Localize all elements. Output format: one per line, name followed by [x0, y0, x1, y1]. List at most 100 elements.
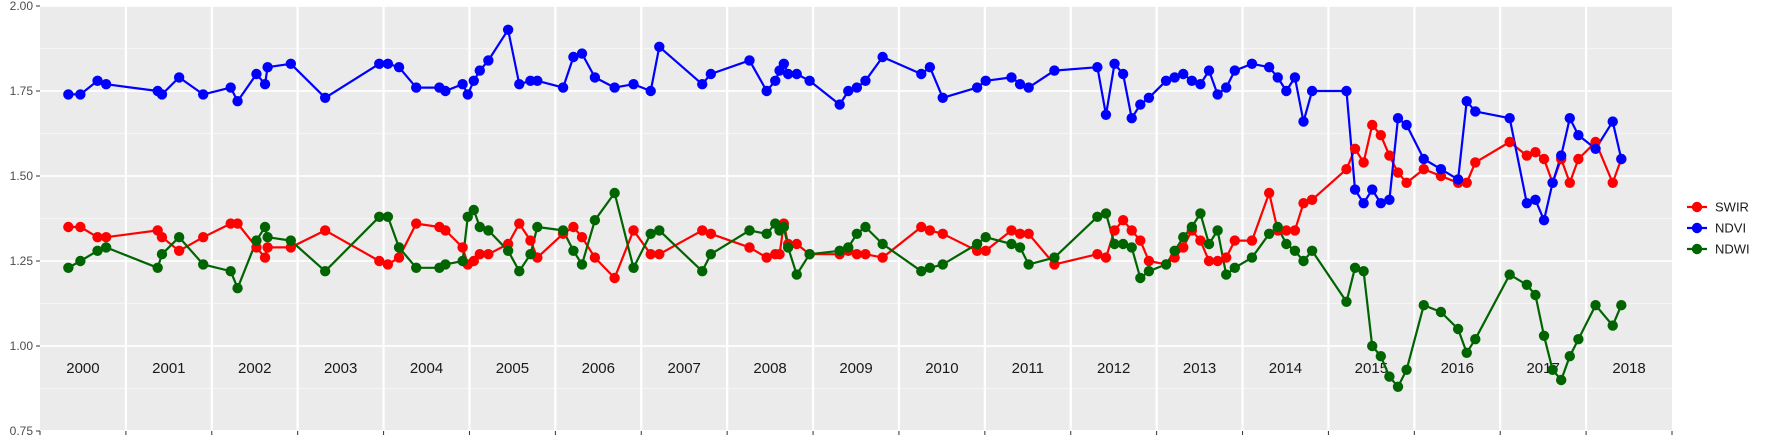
data-point-swir — [100, 232, 112, 243]
data-point-ndvi — [1367, 184, 1378, 195]
data-point-swir — [568, 221, 579, 233]
data-point-swir — [654, 249, 665, 260]
data-point-ndvi — [851, 82, 863, 93]
data-point-swir — [259, 252, 271, 263]
data-point-swir — [1521, 150, 1533, 161]
data-point-swir — [1100, 252, 1112, 263]
data-point-swir — [1126, 225, 1137, 236]
legend-marker-swir — [1691, 201, 1703, 213]
y-axis: 0.75 1.00 1.25 1.50 1.75 2.00 — [10, 0, 40, 438]
data-point-swir — [980, 245, 991, 256]
data-point-swir — [916, 221, 927, 233]
data-point-ndwi — [609, 187, 620, 199]
data-point-swir — [589, 252, 601, 263]
data-point-ndvi — [1521, 198, 1533, 209]
data-point-ndwi — [1229, 262, 1240, 273]
data-point-swir — [514, 218, 525, 229]
data-point-swir — [877, 252, 888, 263]
data-point-ndvi — [382, 58, 394, 69]
data-point-swir — [262, 242, 273, 253]
data-point-ndwi — [924, 262, 936, 273]
data-point-ndwi — [834, 245, 845, 256]
data-point-ndwi — [1143, 266, 1155, 277]
data-point-swir — [1006, 225, 1017, 236]
data-point-ndwi — [483, 225, 494, 236]
data-point-ndwi — [557, 225, 569, 236]
data-point-swir — [1117, 215, 1129, 226]
year-label: 2003 — [324, 360, 357, 377]
data-point-swir — [609, 272, 620, 284]
data-point-swir — [1212, 255, 1223, 267]
data-point-ndwi — [1452, 323, 1464, 335]
data-point-swir — [1195, 235, 1206, 246]
data-point-ndwi — [1306, 245, 1318, 256]
data-point-swir — [1221, 252, 1232, 263]
data-point-ndvi — [1452, 174, 1464, 185]
data-point-ndvi — [1263, 61, 1275, 73]
data-point-swir — [1504, 136, 1515, 148]
data-point-ndvi — [1281, 85, 1292, 97]
data-point-swir — [1375, 130, 1387, 141]
data-point-ndvi — [1212, 89, 1223, 100]
data-point-swir — [860, 249, 871, 260]
year-label: 2001 — [152, 360, 185, 377]
data-point-ndwi — [525, 249, 536, 260]
data-point-ndvi — [1418, 153, 1429, 165]
data-point-swir — [1401, 177, 1412, 188]
data-point-swir — [576, 232, 588, 243]
data-point-ndwi — [1092, 211, 1103, 222]
data-point-swir — [1143, 255, 1155, 267]
data-point-ndvi — [1203, 65, 1215, 76]
data-point-ndwi — [1375, 351, 1387, 362]
data-point-ndvi — [980, 75, 991, 87]
data-point-ndwi — [173, 232, 185, 243]
year-label: 2018 — [1612, 360, 1645, 377]
data-point-swir — [474, 249, 485, 260]
data-point-ndwi — [645, 228, 656, 239]
data-point-ndvi — [877, 51, 888, 63]
data-point-ndwi — [1006, 238, 1017, 250]
year-label: 2013 — [1183, 360, 1216, 377]
data-point-ndwi — [1281, 238, 1292, 250]
data-point-ndwi — [877, 238, 888, 250]
data-point-ndvi — [576, 48, 588, 59]
data-point-ndvi — [374, 58, 385, 69]
data-point-ndvi — [1607, 116, 1618, 127]
data-point-ndwi — [1367, 340, 1378, 352]
data-point-ndwi — [1014, 242, 1026, 253]
data-point-ndvi — [697, 79, 708, 90]
data-point-ndvi — [92, 75, 103, 87]
year-label: 2008 — [753, 360, 786, 377]
data-point-ndwi — [705, 249, 717, 260]
year-label: 2014 — [1269, 360, 1302, 377]
data-point-ndvi — [440, 85, 451, 97]
data-point-ndvi — [1298, 116, 1309, 127]
data-point-ndvi — [251, 68, 262, 80]
data-point-swir — [1263, 187, 1275, 199]
data-point-ndwi — [1538, 330, 1550, 341]
data-point-ndvi — [1109, 58, 1120, 69]
legend-label-swir: SWIR — [1715, 200, 1749, 215]
data-point-ndwi — [851, 228, 863, 239]
data-point-ndvi — [589, 72, 601, 83]
data-point-ndwi — [457, 255, 468, 267]
year-label: 2006 — [582, 360, 615, 377]
data-point-swir — [697, 225, 708, 236]
data-point-swir — [1538, 153, 1550, 165]
data-point-swir — [1358, 157, 1369, 168]
y-tick-label: 1.75 — [10, 84, 34, 98]
data-point-ndwi — [1100, 208, 1112, 219]
data-point-ndvi — [1126, 113, 1137, 124]
data-point-ndvi — [1049, 65, 1060, 76]
data-point-ndvi — [937, 92, 948, 104]
data-point-swir — [937, 228, 948, 239]
data-point-ndwi — [251, 235, 262, 246]
data-point-ndvi — [628, 79, 639, 90]
data-point-swir — [1135, 235, 1146, 246]
data-point-ndwi — [319, 266, 331, 277]
data-point-ndvi — [1186, 75, 1198, 87]
year-label: 2012 — [1097, 360, 1130, 377]
data-point-ndwi — [1212, 225, 1223, 236]
data-point-swir — [774, 249, 785, 260]
data-point-ndwi — [1470, 334, 1481, 345]
